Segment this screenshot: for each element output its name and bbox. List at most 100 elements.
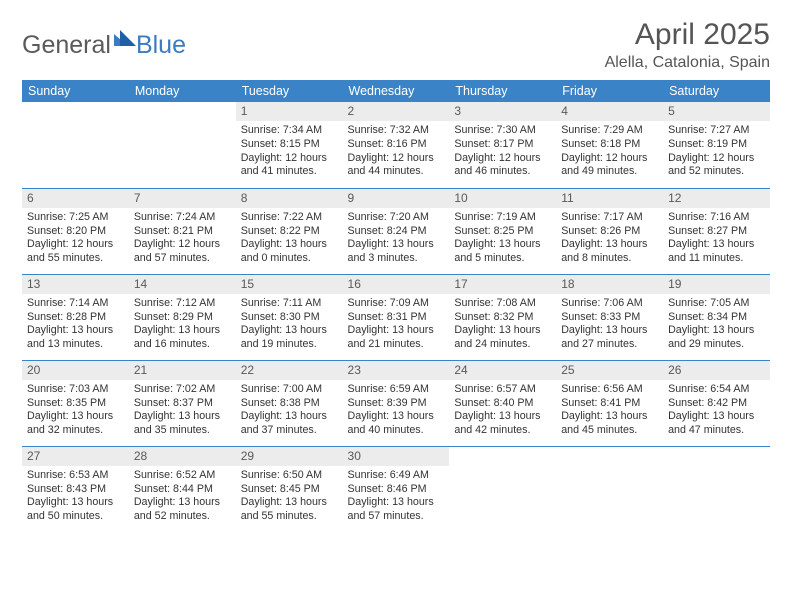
day-number: 3 xyxy=(449,102,556,121)
day-number: 18 xyxy=(556,275,663,294)
day-cell-23: 23Sunrise: 6:59 AMSunset: 8:39 PMDayligh… xyxy=(343,360,450,446)
day-details: Sunrise: 7:30 AMSunset: 8:17 PMDaylight:… xyxy=(449,121,556,183)
day-number: 1 xyxy=(236,102,343,121)
empty-cell xyxy=(663,446,770,532)
empty-cell xyxy=(22,102,129,188)
day-number: 29 xyxy=(236,447,343,466)
day-cell-6: 6Sunrise: 7:25 AMSunset: 8:20 PMDaylight… xyxy=(22,188,129,274)
day-details: Sunrise: 7:03 AMSunset: 8:35 PMDaylight:… xyxy=(22,380,129,442)
day-details: Sunrise: 7:14 AMSunset: 8:28 PMDaylight:… xyxy=(22,294,129,356)
logo: General Blue xyxy=(22,18,186,67)
day-details: Sunrise: 7:24 AMSunset: 8:21 PMDaylight:… xyxy=(129,208,236,270)
day-number: 21 xyxy=(129,361,236,380)
logo-text-1: General xyxy=(22,31,111,60)
day-number: 22 xyxy=(236,361,343,380)
day-cell-19: 19Sunrise: 7:05 AMSunset: 8:34 PMDayligh… xyxy=(663,274,770,360)
day-details: Sunrise: 7:11 AMSunset: 8:30 PMDaylight:… xyxy=(236,294,343,356)
calendar-header-row: SundayMondayTuesdayWednesdayThursdayFrid… xyxy=(22,80,770,102)
day-cell-9: 9Sunrise: 7:20 AMSunset: 8:24 PMDaylight… xyxy=(343,188,450,274)
day-details: Sunrise: 6:54 AMSunset: 8:42 PMDaylight:… xyxy=(663,380,770,442)
day-cell-4: 4Sunrise: 7:29 AMSunset: 8:18 PMDaylight… xyxy=(556,102,663,188)
day-number: 16 xyxy=(343,275,450,294)
day-header-thursday: Thursday xyxy=(449,80,556,102)
day-cell-11: 11Sunrise: 7:17 AMSunset: 8:26 PMDayligh… xyxy=(556,188,663,274)
day-details: Sunrise: 7:20 AMSunset: 8:24 PMDaylight:… xyxy=(343,208,450,270)
empty-cell xyxy=(129,102,236,188)
location: Alella, Catalonia, Spain xyxy=(605,54,770,72)
day-number: 30 xyxy=(343,447,450,466)
day-cell-18: 18Sunrise: 7:06 AMSunset: 8:33 PMDayligh… xyxy=(556,274,663,360)
day-number: 2 xyxy=(343,102,450,121)
day-details: Sunrise: 7:27 AMSunset: 8:19 PMDaylight:… xyxy=(663,121,770,183)
day-header-saturday: Saturday xyxy=(663,80,770,102)
day-cell-25: 25Sunrise: 6:56 AMSunset: 8:41 PMDayligh… xyxy=(556,360,663,446)
day-number: 17 xyxy=(449,275,556,294)
day-details: Sunrise: 6:57 AMSunset: 8:40 PMDaylight:… xyxy=(449,380,556,442)
day-cell-20: 20Sunrise: 7:03 AMSunset: 8:35 PMDayligh… xyxy=(22,360,129,446)
day-header-monday: Monday xyxy=(129,80,236,102)
day-cell-29: 29Sunrise: 6:50 AMSunset: 8:45 PMDayligh… xyxy=(236,446,343,532)
day-header-sunday: Sunday xyxy=(22,80,129,102)
day-cell-7: 7Sunrise: 7:24 AMSunset: 8:21 PMDaylight… xyxy=(129,188,236,274)
day-details: Sunrise: 7:12 AMSunset: 8:29 PMDaylight:… xyxy=(129,294,236,356)
day-cell-28: 28Sunrise: 6:52 AMSunset: 8:44 PMDayligh… xyxy=(129,446,236,532)
calendar-week-row: 27Sunrise: 6:53 AMSunset: 8:43 PMDayligh… xyxy=(22,446,770,532)
day-cell-5: 5Sunrise: 7:27 AMSunset: 8:19 PMDaylight… xyxy=(663,102,770,188)
day-details: Sunrise: 6:59 AMSunset: 8:39 PMDaylight:… xyxy=(343,380,450,442)
day-number: 4 xyxy=(556,102,663,121)
day-details: Sunrise: 6:50 AMSunset: 8:45 PMDaylight:… xyxy=(236,466,343,528)
calendar-body: 1Sunrise: 7:34 AMSunset: 8:15 PMDaylight… xyxy=(22,102,770,532)
day-details: Sunrise: 6:52 AMSunset: 8:44 PMDaylight:… xyxy=(129,466,236,528)
day-details: Sunrise: 7:17 AMSunset: 8:26 PMDaylight:… xyxy=(556,208,663,270)
empty-cell xyxy=(556,446,663,532)
day-number: 11 xyxy=(556,189,663,208)
day-details: Sunrise: 6:49 AMSunset: 8:46 PMDaylight:… xyxy=(343,466,450,528)
day-details: Sunrise: 7:05 AMSunset: 8:34 PMDaylight:… xyxy=(663,294,770,356)
day-cell-3: 3Sunrise: 7:30 AMSunset: 8:17 PMDaylight… xyxy=(449,102,556,188)
day-cell-13: 13Sunrise: 7:14 AMSunset: 8:28 PMDayligh… xyxy=(22,274,129,360)
day-cell-2: 2Sunrise: 7:32 AMSunset: 8:16 PMDaylight… xyxy=(343,102,450,188)
calendar-week-row: 13Sunrise: 7:14 AMSunset: 8:28 PMDayligh… xyxy=(22,274,770,360)
day-details: Sunrise: 6:56 AMSunset: 8:41 PMDaylight:… xyxy=(556,380,663,442)
day-details: Sunrise: 7:22 AMSunset: 8:22 PMDaylight:… xyxy=(236,208,343,270)
day-number: 12 xyxy=(663,189,770,208)
day-number: 6 xyxy=(22,189,129,208)
day-number: 10 xyxy=(449,189,556,208)
day-header-wednesday: Wednesday xyxy=(343,80,450,102)
day-cell-16: 16Sunrise: 7:09 AMSunset: 8:31 PMDayligh… xyxy=(343,274,450,360)
day-cell-14: 14Sunrise: 7:12 AMSunset: 8:29 PMDayligh… xyxy=(129,274,236,360)
empty-cell xyxy=(449,446,556,532)
day-details: Sunrise: 7:16 AMSunset: 8:27 PMDaylight:… xyxy=(663,208,770,270)
day-number: 28 xyxy=(129,447,236,466)
title-block: April 2025 Alella, Catalonia, Spain xyxy=(605,18,770,72)
day-details: Sunrise: 7:32 AMSunset: 8:16 PMDaylight:… xyxy=(343,121,450,183)
month-title: April 2025 xyxy=(605,18,770,52)
day-number: 14 xyxy=(129,275,236,294)
day-number: 7 xyxy=(129,189,236,208)
day-details: Sunrise: 6:53 AMSunset: 8:43 PMDaylight:… xyxy=(22,466,129,528)
day-number: 8 xyxy=(236,189,343,208)
day-cell-22: 22Sunrise: 7:00 AMSunset: 8:38 PMDayligh… xyxy=(236,360,343,446)
day-cell-1: 1Sunrise: 7:34 AMSunset: 8:15 PMDaylight… xyxy=(236,102,343,188)
day-number: 24 xyxy=(449,361,556,380)
day-cell-24: 24Sunrise: 6:57 AMSunset: 8:40 PMDayligh… xyxy=(449,360,556,446)
calendar-week-row: 20Sunrise: 7:03 AMSunset: 8:35 PMDayligh… xyxy=(22,360,770,446)
calendar-week-row: 1Sunrise: 7:34 AMSunset: 8:15 PMDaylight… xyxy=(22,102,770,188)
day-header-tuesday: Tuesday xyxy=(236,80,343,102)
day-number: 20 xyxy=(22,361,129,380)
day-cell-27: 27Sunrise: 6:53 AMSunset: 8:43 PMDayligh… xyxy=(22,446,129,532)
day-cell-30: 30Sunrise: 6:49 AMSunset: 8:46 PMDayligh… xyxy=(343,446,450,532)
day-details: Sunrise: 7:00 AMSunset: 8:38 PMDaylight:… xyxy=(236,380,343,442)
day-details: Sunrise: 7:29 AMSunset: 8:18 PMDaylight:… xyxy=(556,121,663,183)
day-details: Sunrise: 7:02 AMSunset: 8:37 PMDaylight:… xyxy=(129,380,236,442)
logo-triangle-icon xyxy=(114,24,136,53)
day-number: 25 xyxy=(556,361,663,380)
logo-text-2: Blue xyxy=(136,31,186,60)
day-cell-17: 17Sunrise: 7:08 AMSunset: 8:32 PMDayligh… xyxy=(449,274,556,360)
day-number: 5 xyxy=(663,102,770,121)
day-details: Sunrise: 7:25 AMSunset: 8:20 PMDaylight:… xyxy=(22,208,129,270)
day-number: 15 xyxy=(236,275,343,294)
calendar-table: SundayMondayTuesdayWednesdayThursdayFrid… xyxy=(22,80,770,532)
day-details: Sunrise: 7:08 AMSunset: 8:32 PMDaylight:… xyxy=(449,294,556,356)
day-cell-26: 26Sunrise: 6:54 AMSunset: 8:42 PMDayligh… xyxy=(663,360,770,446)
